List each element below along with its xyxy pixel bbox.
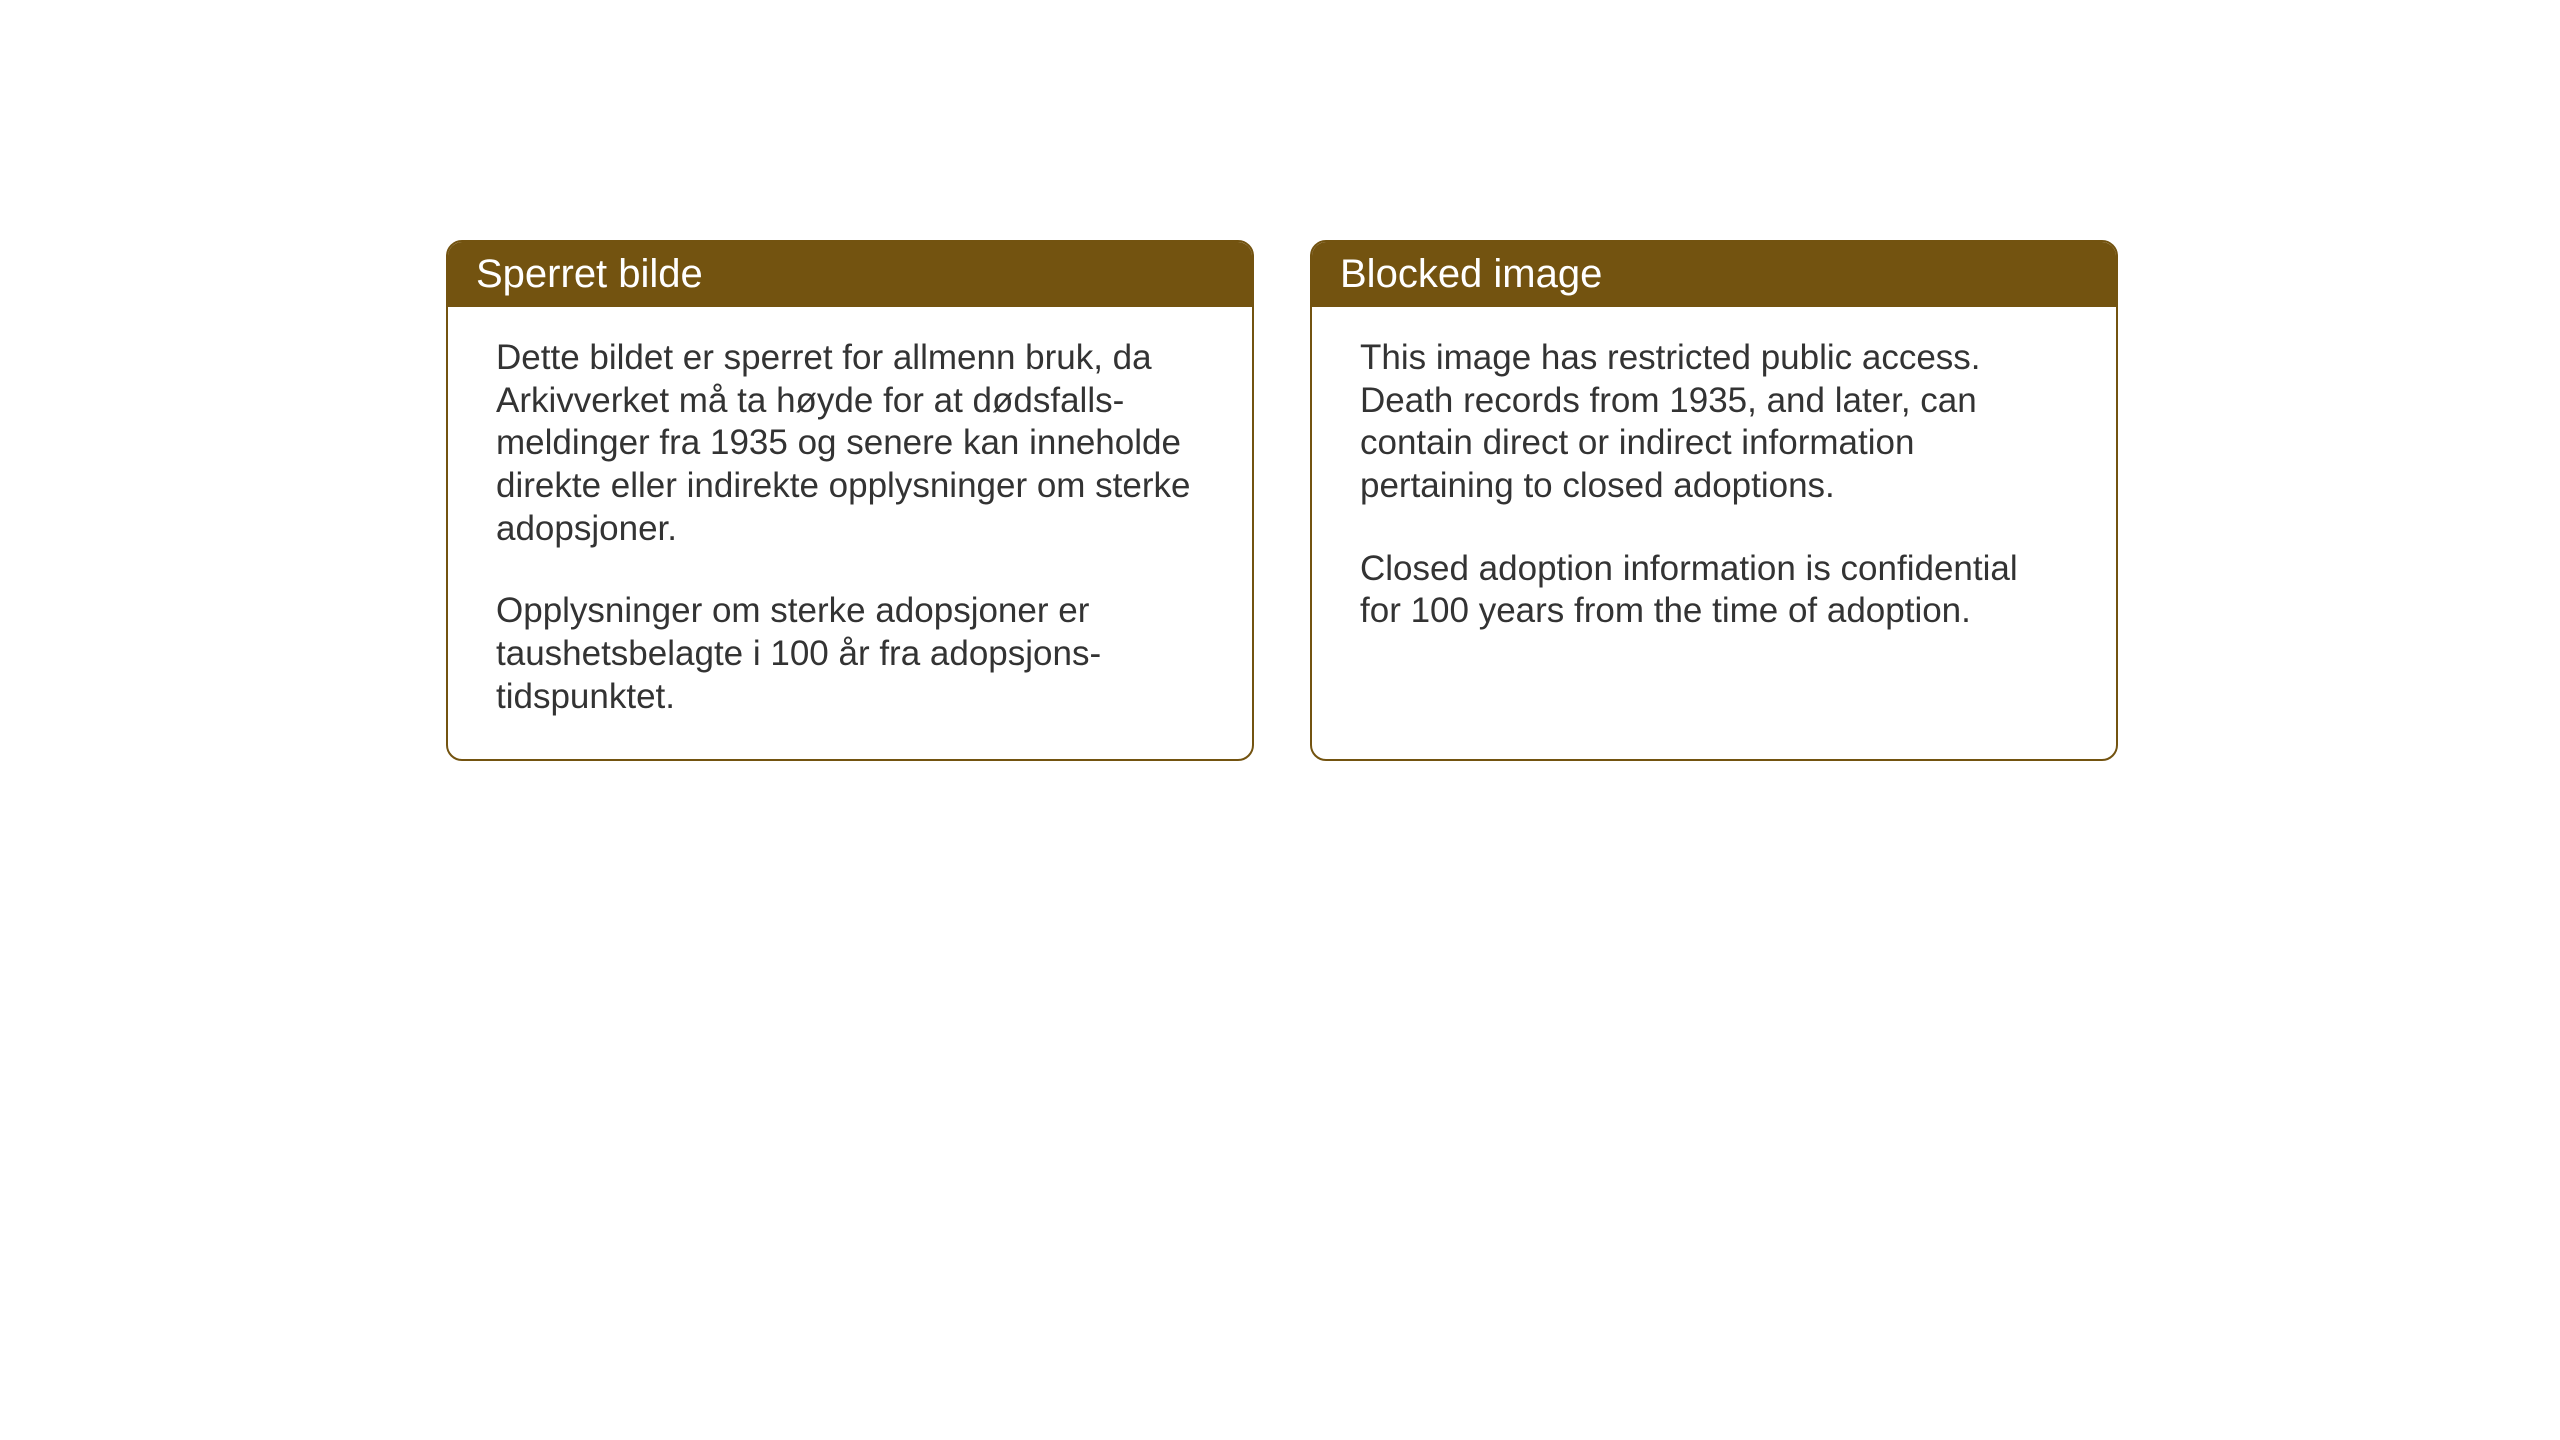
card-paragraph-2-norwegian: Opplysninger om sterke adopsjoner er tau…	[496, 590, 1204, 718]
notice-card-norwegian: Sperret bilde Dette bildet er sperret fo…	[446, 240, 1254, 761]
card-paragraph-1-norwegian: Dette bildet er sperret for allmenn bruk…	[496, 337, 1204, 550]
card-body-english: This image has restricted public access.…	[1312, 307, 2116, 673]
notice-container: Sperret bilde Dette bildet er sperret fo…	[446, 240, 2118, 761]
card-body-norwegian: Dette bildet er sperret for allmenn bruk…	[448, 307, 1252, 759]
card-title-english: Blocked image	[1340, 252, 1602, 296]
card-paragraph-2-english: Closed adoption information is confident…	[1360, 548, 2068, 633]
card-header-english: Blocked image	[1312, 242, 2116, 307]
notice-card-english: Blocked image This image has restricted …	[1310, 240, 2118, 761]
card-header-norwegian: Sperret bilde	[448, 242, 1252, 307]
card-paragraph-1-english: This image has restricted public access.…	[1360, 337, 2068, 508]
card-title-norwegian: Sperret bilde	[476, 252, 703, 296]
